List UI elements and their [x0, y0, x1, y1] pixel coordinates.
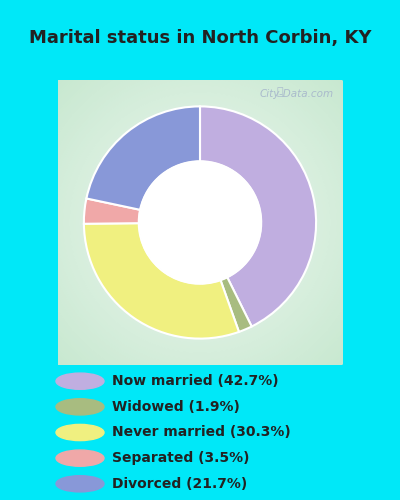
- Text: Widowed (1.9%): Widowed (1.9%): [112, 400, 240, 414]
- Circle shape: [56, 476, 104, 492]
- Circle shape: [173, 196, 227, 249]
- Circle shape: [136, 159, 264, 286]
- Circle shape: [80, 102, 320, 343]
- Circle shape: [100, 122, 300, 323]
- Circle shape: [126, 149, 274, 296]
- Circle shape: [76, 99, 324, 346]
- Circle shape: [3, 26, 397, 419]
- Circle shape: [50, 72, 350, 373]
- Circle shape: [160, 182, 240, 262]
- Wedge shape: [220, 278, 252, 332]
- Circle shape: [56, 450, 104, 466]
- Circle shape: [40, 62, 360, 383]
- Wedge shape: [84, 198, 140, 224]
- Circle shape: [90, 112, 310, 333]
- Text: Now married (42.7%): Now married (42.7%): [112, 374, 279, 388]
- Circle shape: [0, 22, 400, 423]
- Wedge shape: [84, 223, 239, 338]
- Circle shape: [110, 132, 290, 313]
- Circle shape: [197, 219, 203, 226]
- Circle shape: [46, 68, 354, 376]
- Circle shape: [93, 116, 307, 330]
- Wedge shape: [86, 106, 200, 210]
- Circle shape: [66, 89, 334, 356]
- Circle shape: [70, 92, 330, 353]
- Text: Never married (30.3%): Never married (30.3%): [112, 426, 291, 440]
- Circle shape: [73, 96, 327, 350]
- Circle shape: [187, 209, 213, 236]
- Circle shape: [150, 172, 250, 272]
- Text: City-Data.com: City-Data.com: [260, 88, 334, 99]
- Wedge shape: [200, 106, 316, 326]
- Circle shape: [166, 189, 234, 256]
- Circle shape: [23, 46, 377, 400]
- Circle shape: [190, 212, 210, 233]
- Text: Marital status in North Corbin, KY: Marital status in North Corbin, KY: [29, 30, 371, 48]
- Circle shape: [86, 109, 314, 336]
- Circle shape: [170, 192, 230, 252]
- Circle shape: [16, 38, 384, 406]
- Circle shape: [56, 373, 104, 390]
- Circle shape: [163, 186, 237, 260]
- Circle shape: [123, 146, 277, 300]
- Circle shape: [120, 142, 280, 302]
- Circle shape: [103, 126, 297, 320]
- Circle shape: [140, 162, 260, 282]
- Circle shape: [56, 424, 104, 440]
- Circle shape: [20, 42, 380, 403]
- Text: Separated (3.5%): Separated (3.5%): [112, 451, 250, 465]
- Circle shape: [36, 58, 364, 386]
- Circle shape: [10, 32, 390, 413]
- Circle shape: [26, 48, 374, 397]
- Circle shape: [133, 156, 267, 290]
- Circle shape: [113, 136, 287, 310]
- Circle shape: [43, 66, 357, 380]
- Circle shape: [96, 119, 304, 326]
- Circle shape: [177, 199, 223, 246]
- Circle shape: [143, 166, 257, 280]
- Circle shape: [146, 169, 254, 276]
- Circle shape: [139, 162, 261, 284]
- Circle shape: [13, 36, 387, 410]
- Circle shape: [33, 56, 367, 390]
- Circle shape: [6, 28, 394, 416]
- Circle shape: [183, 206, 217, 239]
- Circle shape: [156, 179, 244, 266]
- Circle shape: [56, 399, 104, 415]
- Circle shape: [83, 106, 317, 340]
- Circle shape: [56, 79, 344, 366]
- Circle shape: [180, 202, 220, 242]
- Circle shape: [130, 152, 270, 292]
- Text: ⌕: ⌕: [276, 87, 283, 97]
- Text: Divorced (21.7%): Divorced (21.7%): [112, 477, 247, 491]
- Circle shape: [106, 129, 294, 316]
- Circle shape: [193, 216, 207, 229]
- Circle shape: [30, 52, 370, 393]
- Circle shape: [116, 139, 284, 306]
- Circle shape: [60, 82, 340, 363]
- Circle shape: [153, 176, 247, 270]
- Circle shape: [53, 76, 347, 370]
- Circle shape: [63, 86, 337, 359]
